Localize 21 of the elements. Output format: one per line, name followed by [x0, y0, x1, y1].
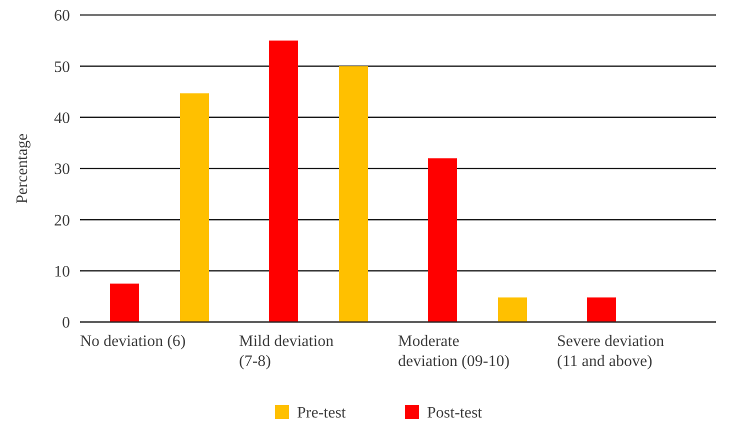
x-tick-label: Severe deviation (11 and above) — [557, 333, 664, 370]
x-tick-label: Mild deviation (7-8) — [239, 333, 334, 370]
y-tick-label: 40 — [54, 110, 70, 127]
bar — [269, 40, 298, 322]
y-tick-label: 10 — [54, 263, 70, 280]
x-tick-label: Moderate deviation (09-10) — [398, 333, 510, 370]
y-tick-label: 20 — [54, 212, 70, 230]
bar — [110, 284, 139, 322]
bar — [428, 158, 457, 322]
bar — [180, 93, 209, 322]
y-tick-label: 50 — [54, 58, 70, 76]
y-axis-title: Percentage — [14, 133, 31, 204]
legend-label: Post-test — [427, 404, 483, 422]
y-tick-label: 30 — [54, 161, 70, 178]
x-tick-label: No deviation (6) — [80, 333, 186, 350]
bar — [587, 297, 616, 322]
legend-label: Pre-test — [297, 404, 346, 422]
bar — [339, 66, 368, 322]
y-tick-label: 60 — [54, 8, 70, 25]
bar — [498, 297, 527, 322]
y-tick-label: 0 — [62, 314, 70, 332]
